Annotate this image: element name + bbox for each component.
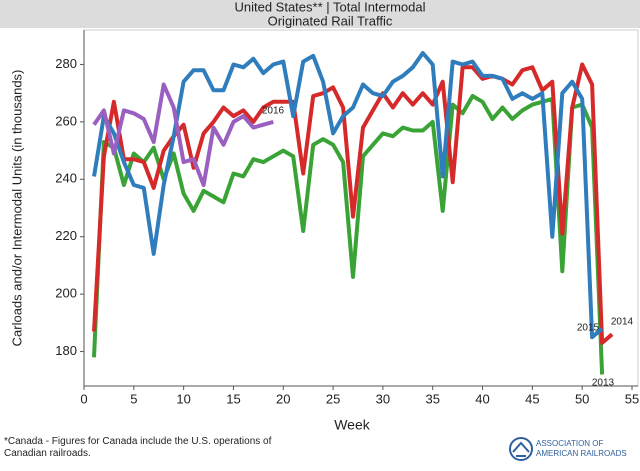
- header-band: [0, 0, 640, 28]
- y-tick-label: 180: [55, 343, 77, 358]
- x-tick-label: 35: [425, 391, 439, 406]
- x-tick-label: 5: [130, 391, 137, 406]
- y-tick-label: 240: [55, 171, 77, 186]
- logo-icon: [512, 441, 530, 457]
- x-tick-label: 50: [575, 391, 589, 406]
- x-tick-label: 20: [276, 391, 290, 406]
- series-line: [92, 94, 605, 375]
- series-line: [92, 51, 604, 340]
- x-axis-label: Week: [334, 417, 371, 433]
- x-tick-label: 0: [80, 391, 87, 406]
- series-label: 2015: [577, 323, 600, 334]
- logo: [509, 437, 533, 461]
- series-line: [92, 82, 274, 187]
- footnote: *Canada - Figures for Canada include the…: [4, 436, 272, 459]
- y-axis-label: Carloads and/or Intermodal Units (in tho…: [9, 70, 24, 347]
- source-box: ASSOCIATION OF AMERICAN RAILROADS: [536, 439, 627, 458]
- series-label: 2014: [611, 317, 634, 328]
- series-label: 2013: [592, 378, 615, 389]
- y-tick-label: 220: [55, 228, 77, 243]
- y-tick-label: 200: [55, 286, 77, 301]
- x-tick-label: 10: [176, 391, 190, 406]
- x-tick-label: 15: [226, 391, 240, 406]
- logo-ring: [509, 437, 533, 461]
- footnote-box: *Canada - Figures for Canada include the…: [4, 436, 272, 459]
- x-tick-label: 25: [326, 391, 340, 406]
- chart-subtitle: Originated Rail Traffic: [268, 13, 393, 28]
- y-tick-label: 280: [55, 56, 77, 71]
- source: ASSOCIATION OF AMERICAN RAILROADS: [536, 439, 627, 458]
- x-tick-label: 45: [525, 391, 539, 406]
- x-tick-label: 55: [625, 391, 639, 406]
- chart-title: United States** | Total Intermodal: [234, 0, 425, 14]
- y-tick-label: 260: [55, 113, 77, 128]
- x-tick-label: 40: [475, 391, 489, 406]
- x-tick-label: 30: [376, 391, 390, 406]
- series-line: [92, 62, 614, 345]
- series-label: 2016: [262, 106, 285, 117]
